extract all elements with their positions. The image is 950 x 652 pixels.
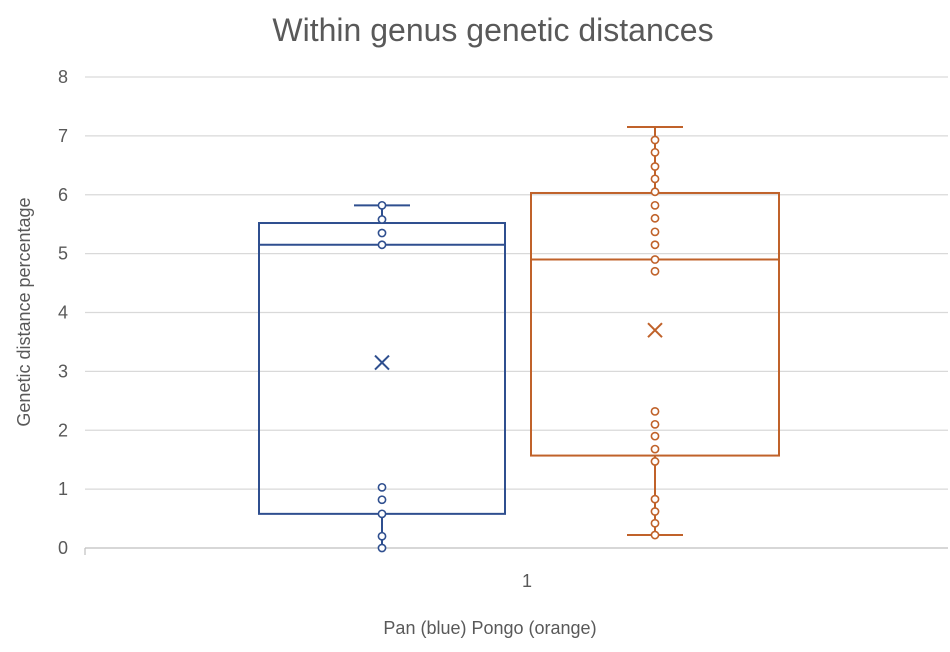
y-tick-label: 7 xyxy=(58,126,68,146)
box-group xyxy=(530,126,780,540)
y-tick-label: 0 xyxy=(58,538,68,558)
data-point xyxy=(650,187,660,197)
y-tick-label: 1 xyxy=(58,479,68,499)
data-point xyxy=(650,255,660,264)
data-point xyxy=(377,543,387,553)
y-axis-ticks: 0 1 2 3 4 5 6 7 8 xyxy=(58,67,68,558)
data-point xyxy=(650,407,660,416)
data-point xyxy=(650,213,660,223)
x-axis-title: Pan (blue) Pongo (orange) xyxy=(383,618,596,638)
data-point xyxy=(377,482,387,492)
y-tick-label: 6 xyxy=(58,185,68,205)
y-tick-label: 3 xyxy=(58,361,68,381)
data-point xyxy=(650,530,660,540)
y-tick-label: 5 xyxy=(58,244,68,264)
data-point xyxy=(650,457,660,466)
mean-marker-stroke xyxy=(647,322,663,338)
data-point xyxy=(650,174,660,184)
data-point xyxy=(377,531,387,541)
data-point xyxy=(650,266,660,276)
data-point xyxy=(377,240,387,250)
box-iqr xyxy=(258,222,506,515)
data-point xyxy=(377,495,387,505)
data-point xyxy=(650,240,660,250)
mean-marker xyxy=(374,354,390,371)
data-point xyxy=(650,444,660,454)
box-series xyxy=(258,126,780,553)
data-point xyxy=(650,162,660,171)
y-axis-title: Genetic distance percentage xyxy=(14,197,34,426)
y-tick-label: 4 xyxy=(58,303,68,323)
data-point xyxy=(650,518,660,528)
mean-marker-stroke xyxy=(374,354,390,371)
x-category-label: 1 xyxy=(522,571,532,591)
data-point xyxy=(377,228,387,238)
data-point xyxy=(650,494,660,504)
chart-title: Within genus genetic distances xyxy=(272,12,713,48)
data-point xyxy=(377,509,387,519)
data-point xyxy=(650,200,660,210)
mean-marker xyxy=(647,322,663,338)
data-point xyxy=(650,419,660,429)
data-point xyxy=(650,431,660,441)
data-point xyxy=(650,135,660,145)
box-group xyxy=(258,200,506,553)
data-point xyxy=(377,215,387,224)
data-point xyxy=(377,200,387,210)
y-tick-label: 8 xyxy=(58,67,68,87)
gridlines xyxy=(85,76,948,549)
data-point xyxy=(650,147,660,157)
data-point xyxy=(650,227,660,237)
data-point xyxy=(650,507,660,516)
y-tick-label: 2 xyxy=(58,420,68,440)
